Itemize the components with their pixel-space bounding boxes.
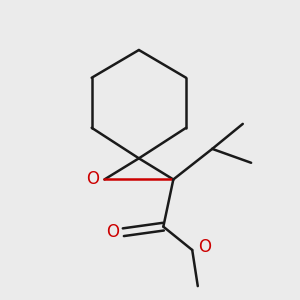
Text: O: O bbox=[198, 238, 211, 256]
Text: O: O bbox=[86, 170, 99, 188]
Text: O: O bbox=[106, 223, 119, 241]
